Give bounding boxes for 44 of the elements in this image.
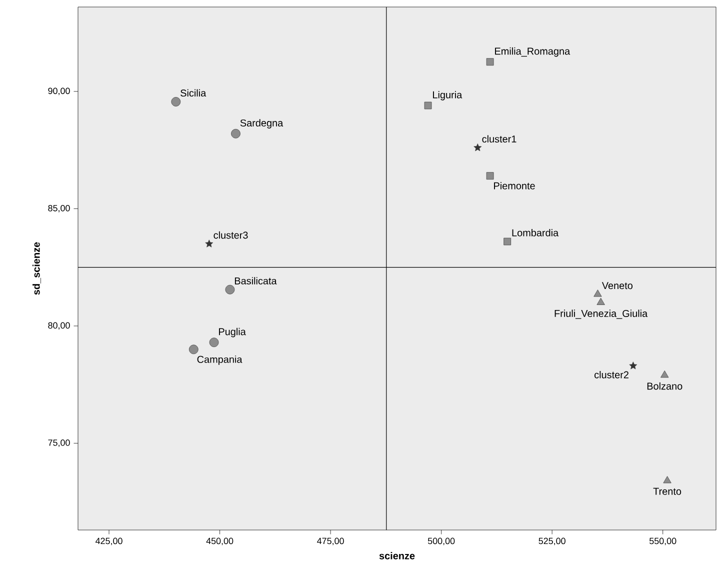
- point: [663, 476, 672, 484]
- point: [231, 128, 240, 138]
- point: [474, 144, 482, 152]
- point: [486, 172, 494, 180]
- y-tick-label: 85,00: [48, 204, 70, 212]
- annotation: Sardegna: [240, 119, 284, 128]
- annotation: Veneto: [602, 282, 633, 290]
- annotation: Lombardia: [512, 229, 559, 236]
- annotation: cluster1: [482, 135, 516, 143]
- point: [486, 58, 494, 66]
- annotation: Puglia: [219, 328, 246, 338]
- annotation: Campania: [197, 356, 242, 365]
- y-tick-label: 90,00: [48, 88, 70, 96]
- point: [504, 238, 512, 246]
- x-tick-label: 500,00: [428, 538, 455, 546]
- point: [171, 97, 181, 106]
- annotation: Liguria: [433, 91, 462, 100]
- point: [660, 370, 669, 378]
- annotation: Sicilia: [180, 89, 206, 97]
- annotation: Trento: [653, 488, 682, 495]
- x-axis-title: scienze: [379, 552, 415, 560]
- point: [594, 290, 602, 297]
- annotation: Emilia_Romagna: [495, 47, 570, 57]
- y-axis-title: sd_scienze: [32, 242, 41, 295]
- x-tick-label: 475,00: [317, 538, 344, 546]
- annotation: cluster2: [594, 371, 628, 378]
- point: [629, 362, 638, 370]
- annotation: Basilicata: [234, 277, 277, 284]
- point: [596, 298, 605, 305]
- y-tick-label: 80,00: [48, 322, 70, 330]
- x-tick-label: 525,00: [538, 538, 566, 546]
- point: [225, 284, 235, 294]
- point: [188, 344, 198, 354]
- x-tick-label: 425,00: [96, 538, 122, 546]
- annotation: Bolzano: [647, 382, 682, 390]
- x-tick-label: 450,00: [206, 538, 234, 546]
- annotation: cluster3: [214, 231, 248, 239]
- x-tick-label: 550,00: [649, 538, 676, 546]
- y-tick-label: 75,00: [48, 440, 70, 447]
- point: [424, 102, 432, 110]
- annotation: Piemonte: [494, 182, 535, 190]
- annotation: Friuli_Venezia_Giulia: [554, 310, 648, 319]
- point: [209, 338, 219, 348]
- point: [205, 240, 214, 248]
